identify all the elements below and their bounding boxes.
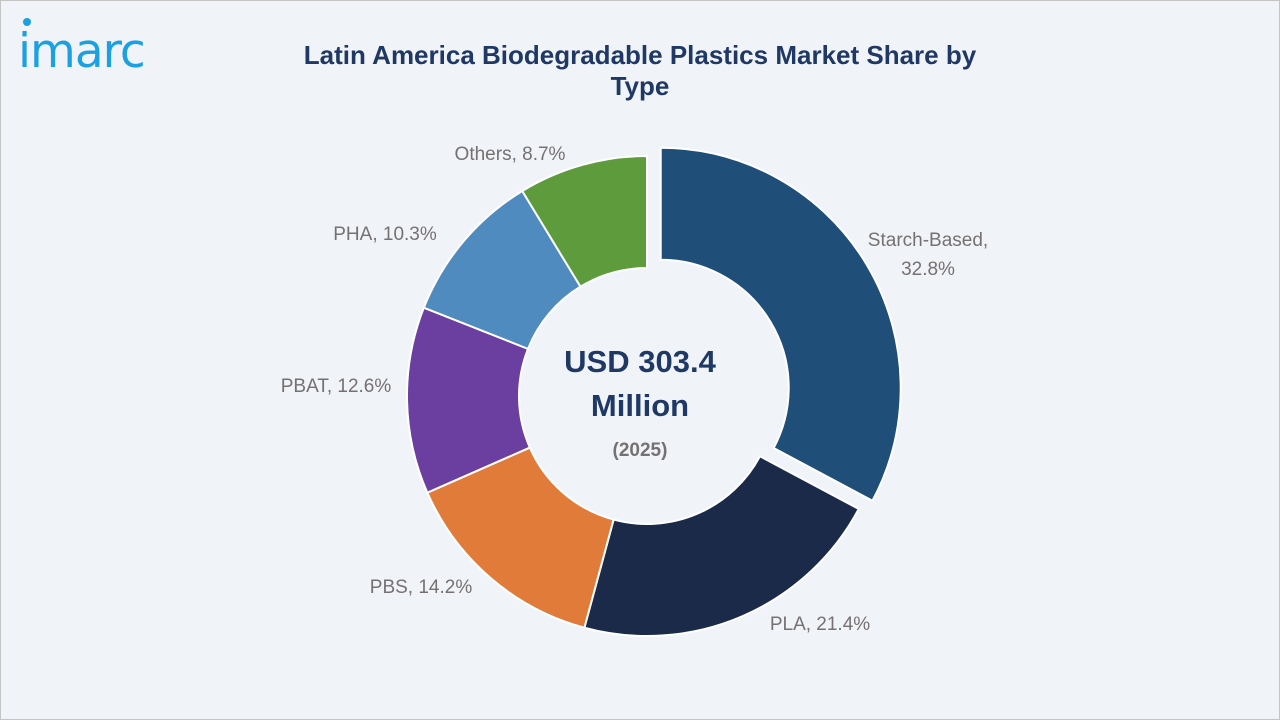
center-value-line2: Million xyxy=(591,388,689,423)
slice-label-pha: PHA, 10.3% xyxy=(333,224,437,245)
slice-pla xyxy=(583,454,861,637)
imarc-logo: imarc xyxy=(18,18,146,79)
slice-label-pbat: PBAT, 12.6% xyxy=(281,376,392,397)
labels-group: Starch-Based, 32.8% PLA, 21.4% PBS, 14.2% PB… xyxy=(281,144,988,635)
slice-starch-based xyxy=(659,146,902,503)
slice-label-pla: PLA, 21.4% xyxy=(770,614,870,635)
slice-label-others: Others, 8.7% xyxy=(455,144,566,165)
logo-text: imarc xyxy=(18,24,146,79)
chart-title: Latin America Biodegradable Plastics Mar… xyxy=(303,40,977,101)
center-year: (2025) xyxy=(613,440,668,461)
center-value-line1: USD 303.4 xyxy=(564,344,716,379)
slice-label-starch-based: Starch-Based, xyxy=(868,230,988,251)
slice-others xyxy=(520,154,648,289)
logo-dot xyxy=(23,18,31,26)
slice-label-pbs: PBS, 14.2% xyxy=(370,577,473,598)
slice-label-value-starch-based: 32.8% xyxy=(901,259,955,280)
slices-group xyxy=(406,146,902,637)
